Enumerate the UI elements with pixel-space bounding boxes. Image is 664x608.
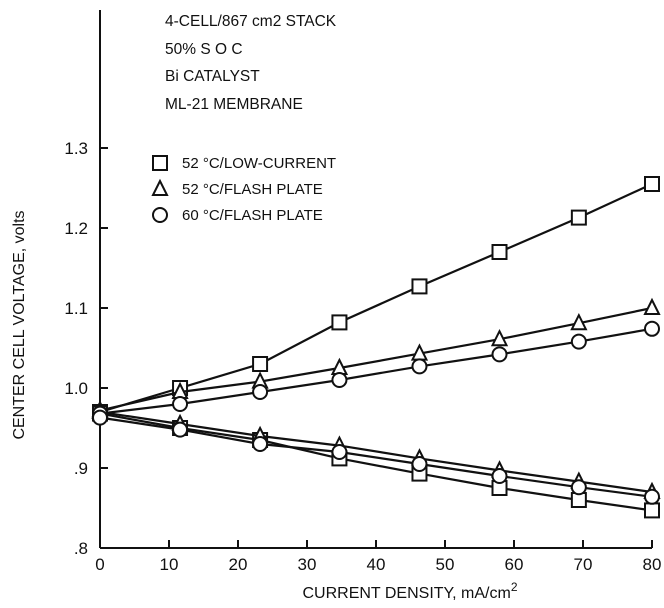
data-point-triangle: [570, 312, 588, 331]
legend-symbol-circle: [152, 207, 168, 223]
annotation-catalyst: Bi CATALYST: [165, 68, 260, 85]
legend-item-52c-flash-plate: 52 °C/FLASH PLATE: [151, 178, 323, 198]
x-tick-label: 50: [436, 555, 455, 574]
legend-marker-square: [152, 155, 168, 171]
data-point-circle: [491, 468, 508, 484]
y-tick-label: 1.0: [64, 379, 88, 398]
series-line-square-charge: [99, 183, 653, 414]
legend-label-60c-flash-plate: 60 °C/FLASH PLATE: [182, 207, 323, 224]
x-tick-label: 80: [643, 555, 662, 574]
x-axis-title: CURRENT DENSITY, mA/cm2: [302, 580, 517, 602]
data-point-triangle: [490, 328, 509, 347]
data-point-circle: [331, 372, 348, 388]
annotation-stack: 4-CELL/867 cm2 STACK: [165, 13, 337, 30]
series-line-circle-discharge: [99, 416, 653, 498]
legend-marker-triangle: [151, 178, 169, 196]
y-tick-label: 1.1: [64, 299, 88, 318]
data-point-circle: [331, 444, 348, 460]
series-line-circle-charge: [99, 327, 653, 415]
legend: 52 °C/LOW-CURRENT 52 °C/FLASH PLATE 60 °…: [151, 155, 336, 224]
annotation-block: 4-CELL/867 cm2 STACK 50% S O C Bi CATALY…: [165, 13, 337, 113]
data-point-square: [644, 176, 660, 192]
y-tick-label: 1.3: [64, 139, 88, 158]
series-layer: [91, 176, 661, 519]
data-point-circle: [252, 436, 269, 452]
data-point-circle: [570, 479, 587, 496]
data-point-circle: [411, 358, 428, 375]
x-tick-label: 30: [298, 555, 317, 574]
legend-label-52c-flash-plate: 52 °C/FLASH PLATE: [182, 181, 323, 198]
legend-symbol-square: [152, 155, 168, 171]
x-tick-label: 10: [160, 555, 179, 574]
x-tick-label: 0: [95, 555, 104, 574]
data-point-circle: [570, 333, 587, 350]
legend-symbol-triangle: [151, 178, 169, 196]
series-circle: [92, 320, 660, 505]
x-tick-label: 40: [367, 555, 386, 574]
data-point-square: [411, 278, 428, 295]
legend-label-52c-low-current: 52 °C/LOW-CURRENT: [182, 155, 336, 172]
series-line-triangle-charge: [99, 306, 653, 412]
series-line-triangle-discharge: [99, 410, 653, 494]
y-axis-title: CENTER CELL VOLTAGE, volts: [11, 210, 28, 439]
data-point-circle: [172, 421, 189, 438]
x-tick-label: 20: [229, 555, 248, 574]
data-point-square: [491, 244, 508, 260]
x-tick-label: 60: [505, 555, 524, 574]
data-point-circle: [172, 396, 189, 412]
series-line-square-discharge: [99, 412, 653, 512]
y-tick-label: .8: [74, 539, 88, 558]
data-point-triangle: [643, 297, 661, 315]
data-point-circle: [491, 346, 508, 363]
annotation-soc: 50% S O C: [165, 41, 243, 58]
x-tick-label: 70: [574, 555, 593, 574]
y-tick-label: 1.2: [64, 219, 88, 238]
data-point-circle: [411, 456, 428, 472]
legend-marker-circle: [152, 207, 168, 223]
data-point-square: [644, 502, 660, 519]
legend-item-60c-flash-plate: 60 °C/FLASH PLATE: [152, 207, 323, 224]
y-tick-label: .9: [74, 459, 88, 478]
data-point-circle: [644, 320, 660, 337]
axes: [99, 10, 652, 549]
data-point-square: [570, 209, 587, 226]
data-point-circle: [92, 409, 108, 426]
axis-ticks: 0 10 20 30 40 50 60 70 80 .8 .9 1.0 1.1 1.2 1.3: [64, 139, 661, 574]
data-point-square: [252, 356, 269, 372]
annotation-membrane: ML-21 MEMBRANE: [165, 96, 303, 113]
legend-item-52c-low-current: 52 °C/LOW-CURRENT: [152, 155, 336, 172]
data-point-square: [331, 314, 348, 331]
x-title-superscript: 2: [511, 580, 518, 594]
data-point-circle: [252, 384, 269, 400]
data-point-circle: [644, 488, 660, 505]
